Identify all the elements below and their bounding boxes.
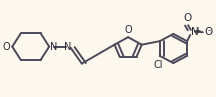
Text: N: N	[191, 27, 199, 37]
Text: O: O	[205, 27, 213, 37]
Text: O: O	[124, 25, 132, 35]
Text: O: O	[3, 42, 11, 52]
Text: -: -	[208, 26, 211, 35]
Text: +: +	[194, 26, 201, 35]
Text: Cl: Cl	[154, 60, 164, 70]
Text: N: N	[64, 42, 72, 52]
Text: O: O	[183, 13, 191, 23]
Text: N: N	[50, 42, 58, 52]
